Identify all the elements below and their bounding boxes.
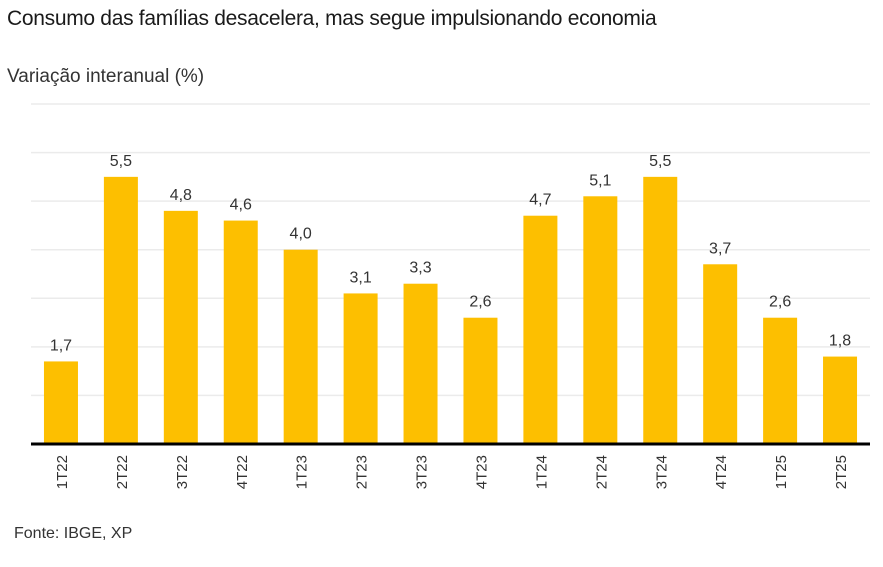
bar-3T24 [643,176,678,444]
value-label: 1,8 [829,333,851,350]
value-label: 3,1 [349,269,371,286]
bar-1T25 [763,317,798,444]
value-label: 4,7 [529,192,551,209]
x-tick-label: 2T25 [833,455,850,489]
value-label: 2,6 [469,294,491,311]
x-tick-label: 4T22 [234,455,251,489]
value-label: 4,6 [230,197,252,214]
chart-title: Consumo das famílias desacelera, mas seg… [7,7,657,30]
value-label: 5,1 [589,172,611,189]
bar-3T23 [403,283,438,444]
x-tick-label: 3T24 [653,455,670,489]
x-tick-label: 1T22 [54,455,71,489]
chart-subtitle: Variação interanual (%) [7,66,205,87]
x-tick-label: 2T23 [354,455,371,489]
bar-3T22 [163,210,198,444]
x-tick-label: 1T24 [533,455,550,489]
value-labels: 1,7 5,5 4,8 4,6 4,0 3,1 3,3 2,6 4,7 5,1 5,5 3,7 2,6 1… [50,153,851,355]
bar-1T24 [523,215,558,444]
value-label: 4,0 [290,226,312,243]
source-note: Fonte: IBGE, XP [14,525,133,542]
value-label: 5,5 [649,153,671,170]
bar-4T22 [223,220,258,444]
value-label: 4,8 [170,187,192,204]
bar-2T24 [583,196,618,444]
bar-1T23 [283,249,318,444]
x-tick-label: 1T25 [773,455,790,489]
value-label: 1,7 [50,337,72,354]
x-tick-label: 1T23 [294,455,311,489]
x-tick-label: 4T24 [713,455,730,489]
bar-2T23 [343,293,378,444]
bar-4T24 [703,264,738,444]
value-label: 2,6 [769,294,791,311]
x-tick-label: 3T22 [174,455,191,489]
bar-4T23 [463,317,498,444]
x-tick-label: 4T23 [473,455,490,489]
x-axis-tick-labels: 1T22 2T22 3T22 4T22 1T23 2T23 3T23 4T23 1T24 2T24… [54,455,850,489]
bar-2T22 [103,176,138,444]
value-label: 3,7 [709,240,731,257]
bars [43,176,858,444]
value-label: 5,5 [110,153,132,170]
x-tick-label: 2T24 [593,455,610,489]
value-label: 3,3 [409,260,431,277]
x-tick-label: 2T22 [114,455,131,489]
x-tick-label: 3T23 [414,455,431,489]
gridlines [31,103,870,397]
bar-1T22 [43,361,78,444]
bar-2T25 [823,356,858,444]
